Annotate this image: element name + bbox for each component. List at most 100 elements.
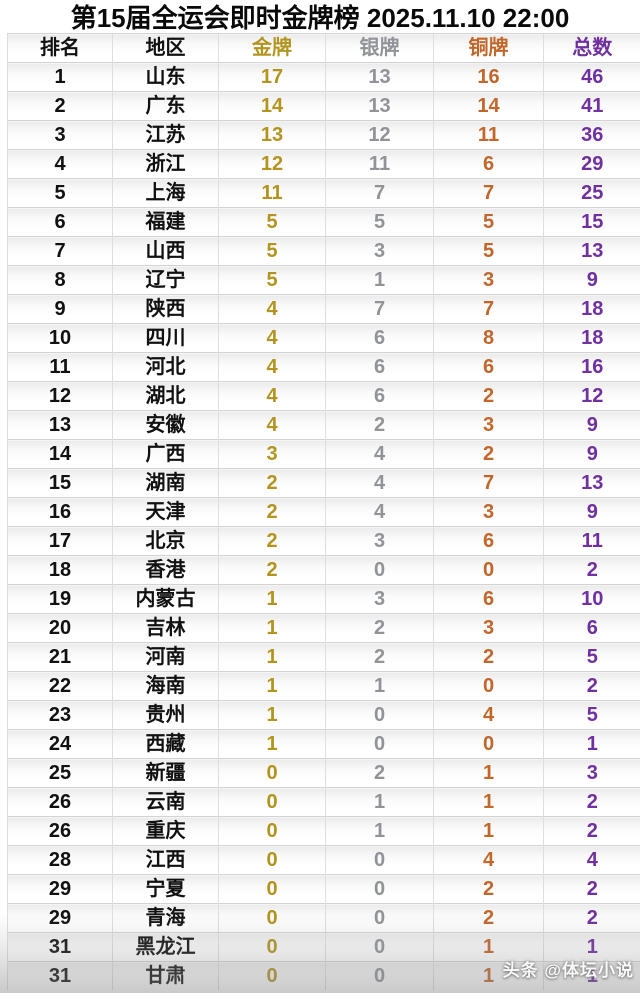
total-cell: 9 (543, 497, 640, 527)
region-cell: 陕西 (112, 294, 219, 324)
total-cell: 1 (543, 729, 640, 759)
header-row: 排名 地区 金牌 银牌 铜牌 总数 (7, 33, 640, 63)
rank-cell: 10 (7, 323, 113, 353)
rank-cell: 16 (7, 497, 113, 527)
bronze-cell: 5 (433, 207, 544, 237)
gold-cell: 5 (218, 265, 326, 295)
region-cell: 江西 (112, 845, 219, 875)
region-cell: 辽宁 (112, 265, 219, 295)
rank-cell: 12 (7, 381, 113, 411)
rank-cell: 23 (7, 700, 113, 730)
region-cell: 内蒙古 (112, 584, 219, 614)
total-cell: 5 (543, 700, 640, 730)
total-cell: 10 (543, 584, 640, 614)
silver-cell: 2 (325, 613, 434, 643)
bronze-cell: 3 (433, 410, 544, 440)
region-cell: 贵州 (112, 700, 219, 730)
bronze-cell: 7 (433, 468, 544, 498)
silver-cell: 2 (325, 758, 434, 788)
header-rank: 排名 (7, 33, 113, 63)
rank-cell: 13 (7, 410, 113, 440)
gold-cell: 1 (218, 729, 326, 759)
silver-cell: 0 (325, 874, 434, 904)
total-cell: 41 (543, 91, 640, 121)
total-cell: 11 (543, 526, 640, 556)
table-row: 5 上海 11 7 7 25 (7, 178, 640, 208)
page-title: 第15届全运会即时金牌榜 2025.11.10 22:00 (70, 3, 570, 33)
silver-cell: 0 (325, 903, 434, 933)
rank-cell: 7 (7, 236, 113, 266)
region-cell: 云南 (112, 787, 219, 817)
total-cell: 18 (543, 294, 640, 324)
table-row: 8 辽宁 5 1 3 9 (7, 265, 640, 295)
table-row: 21 河南 1 2 2 5 (7, 642, 640, 672)
rank-cell: 1 (7, 62, 113, 92)
silver-cell: 3 (325, 526, 434, 556)
bronze-cell: 0 (433, 729, 544, 759)
silver-cell: 3 (325, 236, 434, 266)
total-cell: 4 (543, 845, 640, 875)
bronze-cell: 3 (433, 265, 544, 295)
total-cell: 15 (543, 207, 640, 237)
bronze-cell: 6 (433, 149, 544, 179)
rank-cell: 2 (7, 91, 113, 121)
silver-cell: 7 (325, 294, 434, 324)
total-cell: 3 (543, 758, 640, 788)
gold-cell: 1 (218, 613, 326, 643)
gold-cell: 0 (218, 758, 326, 788)
total-cell: 12 (543, 381, 640, 411)
bronze-cell: 4 (433, 700, 544, 730)
table-row: 23 贵州 1 0 4 5 (7, 700, 640, 730)
bronze-cell: 5 (433, 236, 544, 266)
gold-cell: 4 (218, 352, 326, 382)
gold-cell: 12 (218, 149, 326, 179)
total-cell: 36 (543, 120, 640, 150)
total-cell: 18 (543, 323, 640, 353)
total-cell: 2 (543, 671, 640, 701)
total-cell: 13 (543, 236, 640, 266)
rank-cell: 21 (7, 642, 113, 672)
rank-cell: 17 (7, 526, 113, 556)
region-cell: 海南 (112, 671, 219, 701)
bronze-cell: 2 (433, 439, 544, 469)
silver-cell: 0 (325, 845, 434, 875)
rank-cell: 14 (7, 439, 113, 469)
rank-cell: 25 (7, 758, 113, 788)
gold-cell: 5 (218, 207, 326, 237)
table-row: 22 海南 1 1 0 2 (7, 671, 640, 701)
rank-cell: 22 (7, 671, 113, 701)
gold-cell: 4 (218, 381, 326, 411)
table-row: 29 宁夏 0 0 2 2 (7, 874, 640, 904)
gold-cell: 0 (218, 787, 326, 817)
gold-cell: 2 (218, 497, 326, 527)
region-cell: 河北 (112, 352, 219, 382)
total-cell: 2 (543, 816, 640, 846)
bronze-cell: 11 (433, 120, 544, 150)
bronze-cell: 16 (433, 62, 544, 92)
bronze-cell: 3 (433, 497, 544, 527)
gold-cell: 2 (218, 526, 326, 556)
table-row: 20 吉林 1 2 3 6 (7, 613, 640, 643)
silver-cell: 1 (325, 787, 434, 817)
table-row: 31 甘肃 0 0 1 1 (7, 961, 640, 990)
region-cell: 香港 (112, 555, 219, 585)
rank-cell: 31 (7, 961, 113, 990)
bronze-cell: 1 (433, 787, 544, 817)
rank-cell: 15 (7, 468, 113, 498)
gold-cell: 17 (218, 62, 326, 92)
total-cell: 25 (543, 178, 640, 208)
bronze-cell: 14 (433, 91, 544, 121)
total-cell: 9 (543, 265, 640, 295)
region-cell: 西藏 (112, 729, 219, 759)
gold-cell: 0 (218, 816, 326, 846)
rank-cell: 26 (7, 787, 113, 817)
region-cell: 山西 (112, 236, 219, 266)
region-cell: 吉林 (112, 613, 219, 643)
silver-cell: 6 (325, 381, 434, 411)
rank-cell: 29 (7, 874, 113, 904)
silver-cell: 1 (325, 671, 434, 701)
table-row: 16 天津 2 4 3 9 (7, 497, 640, 527)
silver-cell: 2 (325, 410, 434, 440)
bronze-cell: 1 (433, 816, 544, 846)
silver-cell: 1 (325, 816, 434, 846)
